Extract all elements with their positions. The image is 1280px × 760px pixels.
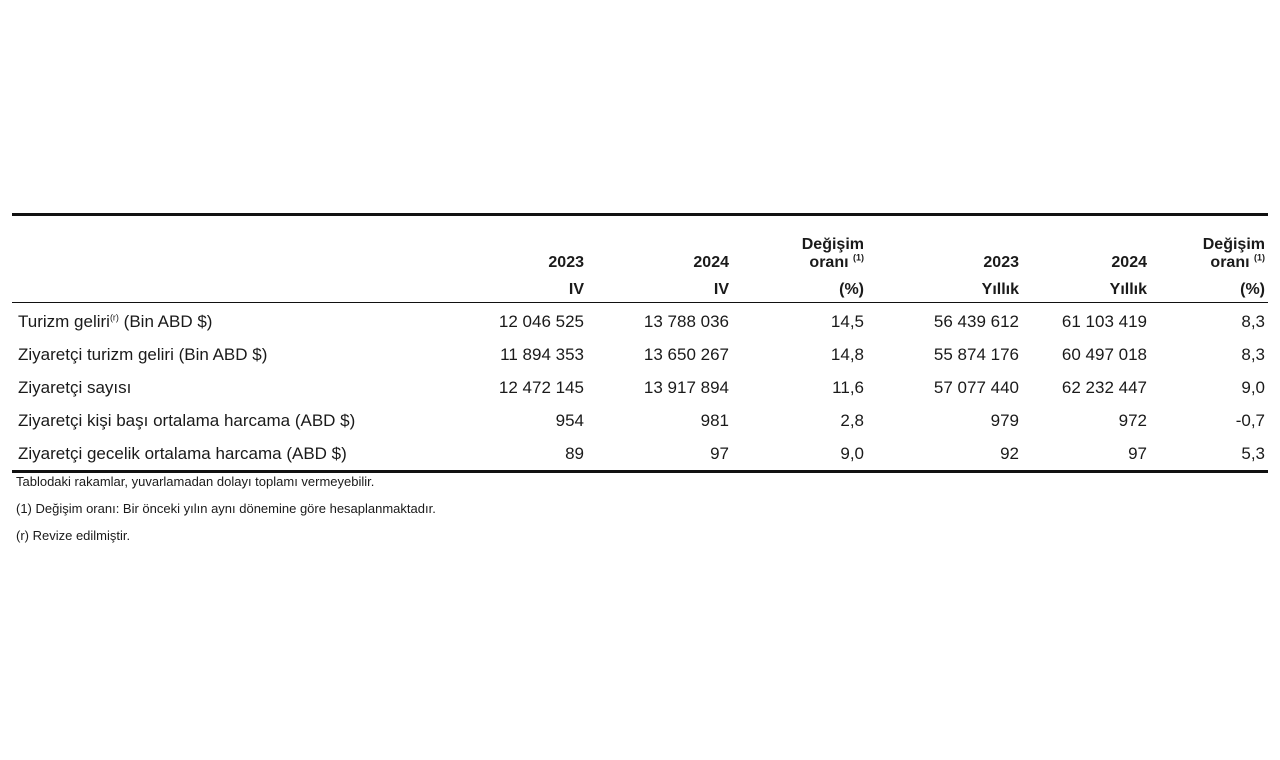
revised-footnote-mark: (r) <box>109 311 119 322</box>
header-divider-rule <box>12 302 1268 303</box>
row-label: Ziyaretçi turizm geliri (Bin ABD $) <box>18 344 268 364</box>
header-col4-year: 2023 <box>983 254 1019 271</box>
header-blank-bottom <box>12 274 432 302</box>
header-col6-line1: Değişim <box>1202 236 1265 253</box>
cell-change-q4: 14,8 <box>830 344 864 364</box>
header-col6-change: Değişim oranı (1) <box>1150 216 1268 274</box>
cell-change-annual: -0,7 <box>1235 410 1265 430</box>
header-col6-footnote-mark: (1) <box>1254 252 1265 263</box>
footnote-revised: (r) Revize edilmiştir. <box>16 528 131 543</box>
cell-2024-q4: 13 788 036 <box>643 311 729 331</box>
header-row-bottom: IV IV (%) Yıllık Yıllık (%) <box>12 274 1268 302</box>
table-bottom-rule <box>12 470 1268 473</box>
table-footnotes: Tablodaki rakamlar, yuvarlamadan dolayı … <box>16 468 436 549</box>
cell-2024-q4: 97 <box>710 443 729 463</box>
header-col3-line2: oranı <box>809 254 849 271</box>
header-col3-unit: (%) <box>839 281 864 298</box>
cell-2024-annual: 972 <box>1118 410 1147 430</box>
cell-2023-q4: 11 894 353 <box>500 344 584 364</box>
cell-2023-q4: 954 <box>555 410 584 430</box>
cell-change-annual: 5,3 <box>1241 443 1265 463</box>
header-col3-change: Değişim oranı (1) <box>732 216 867 274</box>
row-label-unit: (Bin ABD $) <box>118 311 213 331</box>
table-row-visitor-tourism-revenue: Ziyaretçi turizm geliri (Bin ABD $) 11 8… <box>12 338 1268 371</box>
cell-2024-annual: 97 <box>1128 443 1147 463</box>
cell-2024-q4: 981 <box>700 410 729 430</box>
header-col2-year: 2024 <box>693 254 729 271</box>
table-row-tourism-revenue: Turizm geliri(r) (Bin ABD $) 12 046 525 … <box>12 303 1268 338</box>
cell-2024-annual: 62 232 447 <box>1061 377 1147 397</box>
header-col1-period: IV <box>568 281 584 298</box>
cell-2023-q4: 89 <box>565 443 584 463</box>
cell-2024-q4: 13 650 267 <box>643 344 729 364</box>
header-col4-period: Yıllık <box>981 281 1019 298</box>
table-row-nightly-spending: Ziyaretçi gecelik ortalama harcama (ABD … <box>12 437 1268 470</box>
header-col5-year: 2024 <box>1111 254 1147 271</box>
footnote-change-rate: (1) Değişim oranı: Bir önceki yılın aynı… <box>16 501 436 516</box>
cell-change-annual: 8,3 <box>1241 311 1265 331</box>
cell-change-annual: 9,0 <box>1241 377 1265 397</box>
header-col3-footnote-mark: (1) <box>853 252 864 263</box>
cell-2024-annual: 60 497 018 <box>1061 344 1147 364</box>
header-col1-year: 2023 <box>548 254 584 271</box>
cell-change-q4: 9,0 <box>840 443 864 463</box>
tourism-statistics-table-container: 2023 2024 Değişim oranı (1) 2023 2024 De… <box>12 213 1268 473</box>
cell-change-annual: 8,3 <box>1241 344 1265 364</box>
row-label-text: Turizm geliri <box>18 311 110 331</box>
row-label: Ziyaretçi gecelik ortalama harcama (ABD … <box>18 443 347 463</box>
header-row-top: 2023 2024 Değişim oranı (1) 2023 2024 De… <box>12 216 1268 274</box>
cell-2023-q4: 12 472 145 <box>498 377 584 397</box>
cell-change-q4: 14,5 <box>830 311 864 331</box>
header-col3-line1: Değişim <box>801 236 864 253</box>
tourism-statistics-table: 2023 2024 Değişim oranı (1) 2023 2024 De… <box>12 216 1268 302</box>
header-col5-period: Yıllık <box>1109 281 1147 298</box>
cell-change-q4: 11,6 <box>832 377 864 397</box>
cell-2023-annual: 56 439 612 <box>933 311 1019 331</box>
header-col6-unit: (%) <box>1240 281 1265 298</box>
table-top-rule <box>12 213 1268 216</box>
tourism-statistics-body: Turizm geliri(r) (Bin ABD $) 12 046 525 … <box>12 303 1268 470</box>
row-label: Turizm geliri(r) (Bin ABD $) <box>12 303 432 338</box>
cell-2023-annual: 979 <box>990 410 1019 430</box>
cell-change-q4: 2,8 <box>840 410 864 430</box>
cell-2024-annual: 61 103 419 <box>1061 311 1147 331</box>
row-label: Ziyaretçi sayısı <box>18 377 132 397</box>
row-label: Ziyaretçi kişi başı ortalama harcama (AB… <box>18 410 356 430</box>
table-row-visitor-count: Ziyaretçi sayısı 12 472 145 13 917 894 1… <box>12 371 1268 404</box>
cell-2023-q4: 12 046 525 <box>498 311 584 331</box>
cell-2023-annual: 55 874 176 <box>933 344 1019 364</box>
header-col6-line2: oranı <box>1210 254 1250 271</box>
cell-2023-annual: 92 <box>1000 443 1019 463</box>
header-col2-period: IV <box>713 281 729 298</box>
header-blank <box>12 216 432 274</box>
cell-2023-annual: 57 077 440 <box>933 377 1019 397</box>
table-row-per-capita-spending: Ziyaretçi kişi başı ortalama harcama (AB… <box>12 404 1268 437</box>
cell-2024-q4: 13 917 894 <box>643 377 729 397</box>
footnote-rounding: Tablodaki rakamlar, yuvarlamadan dolayı … <box>16 474 375 489</box>
